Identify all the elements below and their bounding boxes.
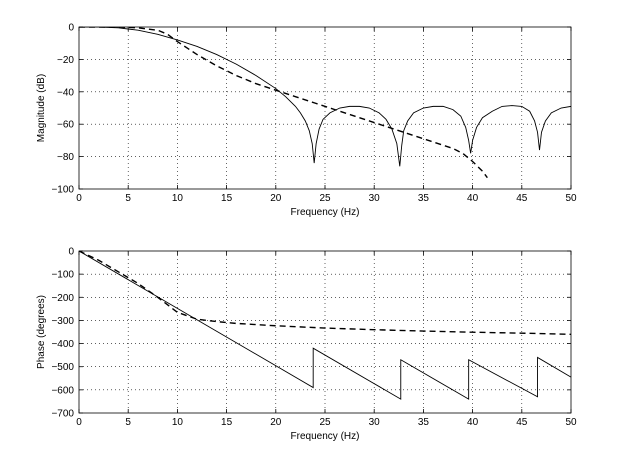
x-tick-label: 15 [221,417,233,428]
x-tick-label: 20 [270,417,282,428]
x-tick-label: 50 [565,417,577,428]
y-tick-label: −200 [51,293,74,304]
x-tick-label: 10 [172,417,184,428]
dashed-series-line [79,251,571,336]
y-tick-label: −100 [51,270,74,281]
y-tick-label: −500 [51,362,74,373]
x-tick-label: 0 [76,417,82,428]
y-tick-label: 0 [68,23,74,34]
x-tick-label: 35 [418,193,430,204]
x-tick-label: 45 [516,417,528,428]
y-tick-label: −40 [57,87,74,98]
x-tick-label: 40 [467,193,479,204]
y-tick-label: −100 [51,185,74,196]
x-tick-label: 25 [319,417,331,428]
magnitude-plot: 0 5 10 15 20 25 30 35 40 45 50 0 −20 −40 −60 −80 −100 Fre… [36,23,577,219]
x-tick-label: 50 [565,193,577,204]
solid-series-line [79,27,571,167]
x-tick-label: 0 [76,193,82,204]
y-axis-label: Phase (degrees) [36,295,47,369]
x-axis-label: Frequency (Hz) [291,431,360,442]
x-tick-label: 35 [418,417,430,428]
x-tick-label: 40 [467,417,479,428]
y-tick-label: 0 [68,247,74,258]
x-tick-label: 10 [172,193,184,204]
x-tick-label: 5 [125,193,131,204]
y-tick-label: −20 [57,55,74,66]
x-tick-label: 45 [516,193,528,204]
y-axis-label: Magnitude (dB) [36,74,47,142]
x-tick-label: 20 [270,193,282,204]
x-tick-label: 30 [369,417,381,428]
y-tick-label: −300 [51,316,74,327]
x-tick-label: 15 [221,193,233,204]
x-axis-label: Frequency (Hz) [291,207,360,218]
x-tick-label: 30 [369,193,381,204]
y-tick-label: −60 [57,120,74,131]
x-tick-label: 25 [319,193,331,204]
y-tick-label: −400 [51,339,74,350]
x-tick-label: 5 [125,417,131,428]
phase-plot: 0 5 10 15 20 25 30 35 40 45 50 0 −100 −200 −300 −400 −50… [36,247,577,443]
dashed-series-line [79,27,488,179]
solid-series-line [79,251,571,400]
y-tick-label: −600 [51,385,74,396]
y-tick-label: −700 [51,409,74,420]
y-tick-label: −80 [57,152,74,163]
